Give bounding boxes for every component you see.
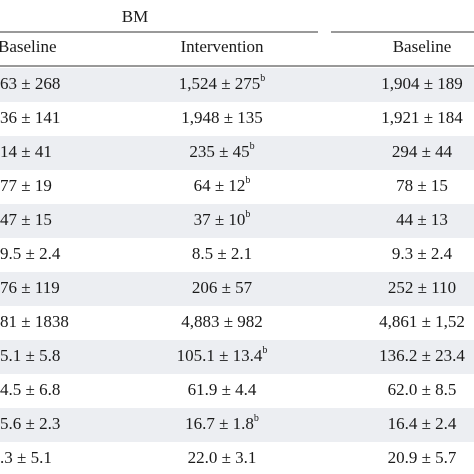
cell: 4.5 ± 6.8: [0, 380, 60, 399]
cell: 9.3 ± 2.4: [392, 244, 453, 263]
column-header: Baseline: [0, 37, 57, 56]
cell: 22.0 ± 3.1: [188, 448, 257, 467]
cell: 63 ± 268: [0, 74, 60, 93]
cell: 78 ± 15: [396, 176, 448, 195]
column-header: Intervention: [180, 37, 264, 56]
cell: 252 ± 110: [388, 278, 456, 297]
cell: 5.1 ± 5.8: [0, 346, 60, 365]
cell: 36 ± 141: [0, 108, 60, 127]
cell: 44 ± 13: [396, 210, 448, 229]
cell: 1,904 ± 189: [381, 74, 463, 93]
cell: 61.9 ± 4.4: [188, 380, 257, 399]
row-shade: [0, 408, 474, 442]
column-header: Baseline: [393, 37, 452, 56]
cell: 47 ± 15: [0, 210, 52, 229]
cell-superscript: b: [260, 73, 265, 84]
cell: 105.1 ± 13.4b: [177, 345, 268, 365]
cell-text: 235 ± 45: [189, 142, 249, 161]
cell-text: 105.1 ± 13.4: [177, 346, 263, 365]
cell: 4,861 ± 1,52: [379, 312, 465, 331]
row-shade: [0, 68, 474, 102]
group-header: BM: [122, 7, 148, 26]
cell-superscript: b: [254, 413, 259, 424]
cell-text: 64 ± 12: [194, 176, 246, 195]
cell: .3 ± 5.1: [0, 448, 52, 467]
cell-text: 37 ± 10: [194, 210, 246, 229]
cell: 9.5 ± 2.4: [0, 244, 61, 263]
cell-superscript: b: [250, 141, 255, 152]
cell-superscript: b: [245, 209, 250, 220]
cell: 1,948 ± 135: [181, 108, 263, 127]
cell: 62.0 ± 8.5: [388, 380, 457, 399]
cell: 37 ± 10b: [194, 209, 251, 229]
cell: 64 ± 12b: [194, 175, 251, 195]
cell-superscript: b: [245, 175, 250, 186]
cell-text: 1,524 ± 275: [179, 74, 261, 93]
cell: 294 ± 44: [392, 142, 453, 161]
cell: 76 ± 119: [0, 278, 60, 297]
cell: 235 ± 45b: [189, 141, 254, 161]
cell: 81 ± 1838: [0, 312, 69, 331]
row-shade: [0, 204, 474, 238]
cell: 16.4 ± 2.4: [388, 414, 457, 433]
cell: 8.5 ± 2.1: [192, 244, 252, 263]
cell: 16.7 ± 1.8b: [185, 413, 259, 433]
cell: 77 ± 19: [0, 176, 52, 195]
cell: 14 ± 41: [0, 142, 52, 161]
cell-text: 16.7 ± 1.8: [185, 414, 254, 433]
cell: 5.6 ± 2.3: [0, 414, 60, 433]
row-shade: [0, 340, 474, 374]
cell: 1,524 ± 275b: [179, 73, 266, 93]
row-shade: [0, 136, 474, 170]
cell-superscript: b: [262, 345, 267, 356]
cell: 136.2 ± 23.4: [379, 346, 465, 365]
row-shade: [0, 272, 474, 306]
cell: 4,883 ± 982: [181, 312, 263, 331]
cell: 20.9 ± 5.7: [388, 448, 457, 467]
cell: 1,921 ± 184: [381, 108, 463, 127]
cell: 206 ± 57: [192, 278, 253, 297]
